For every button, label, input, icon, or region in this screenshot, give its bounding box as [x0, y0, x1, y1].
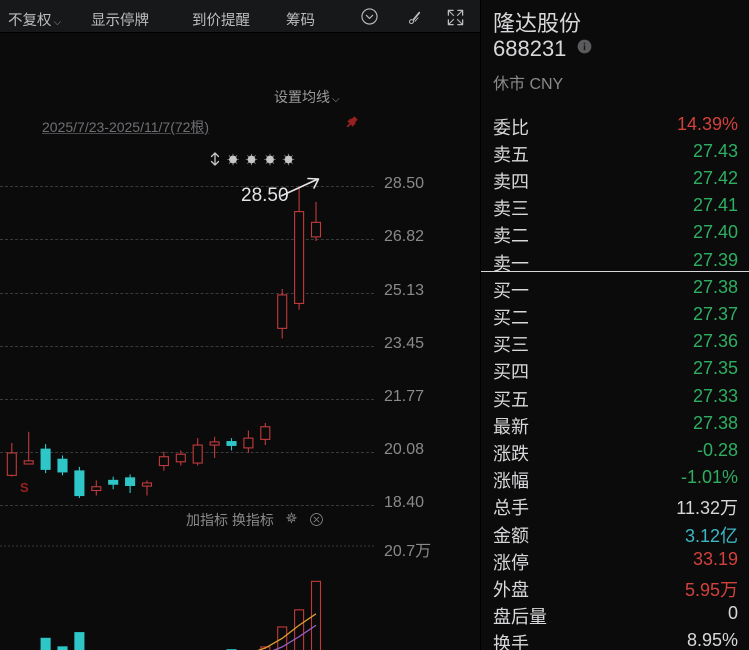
svg-text:S: S [20, 480, 29, 495]
